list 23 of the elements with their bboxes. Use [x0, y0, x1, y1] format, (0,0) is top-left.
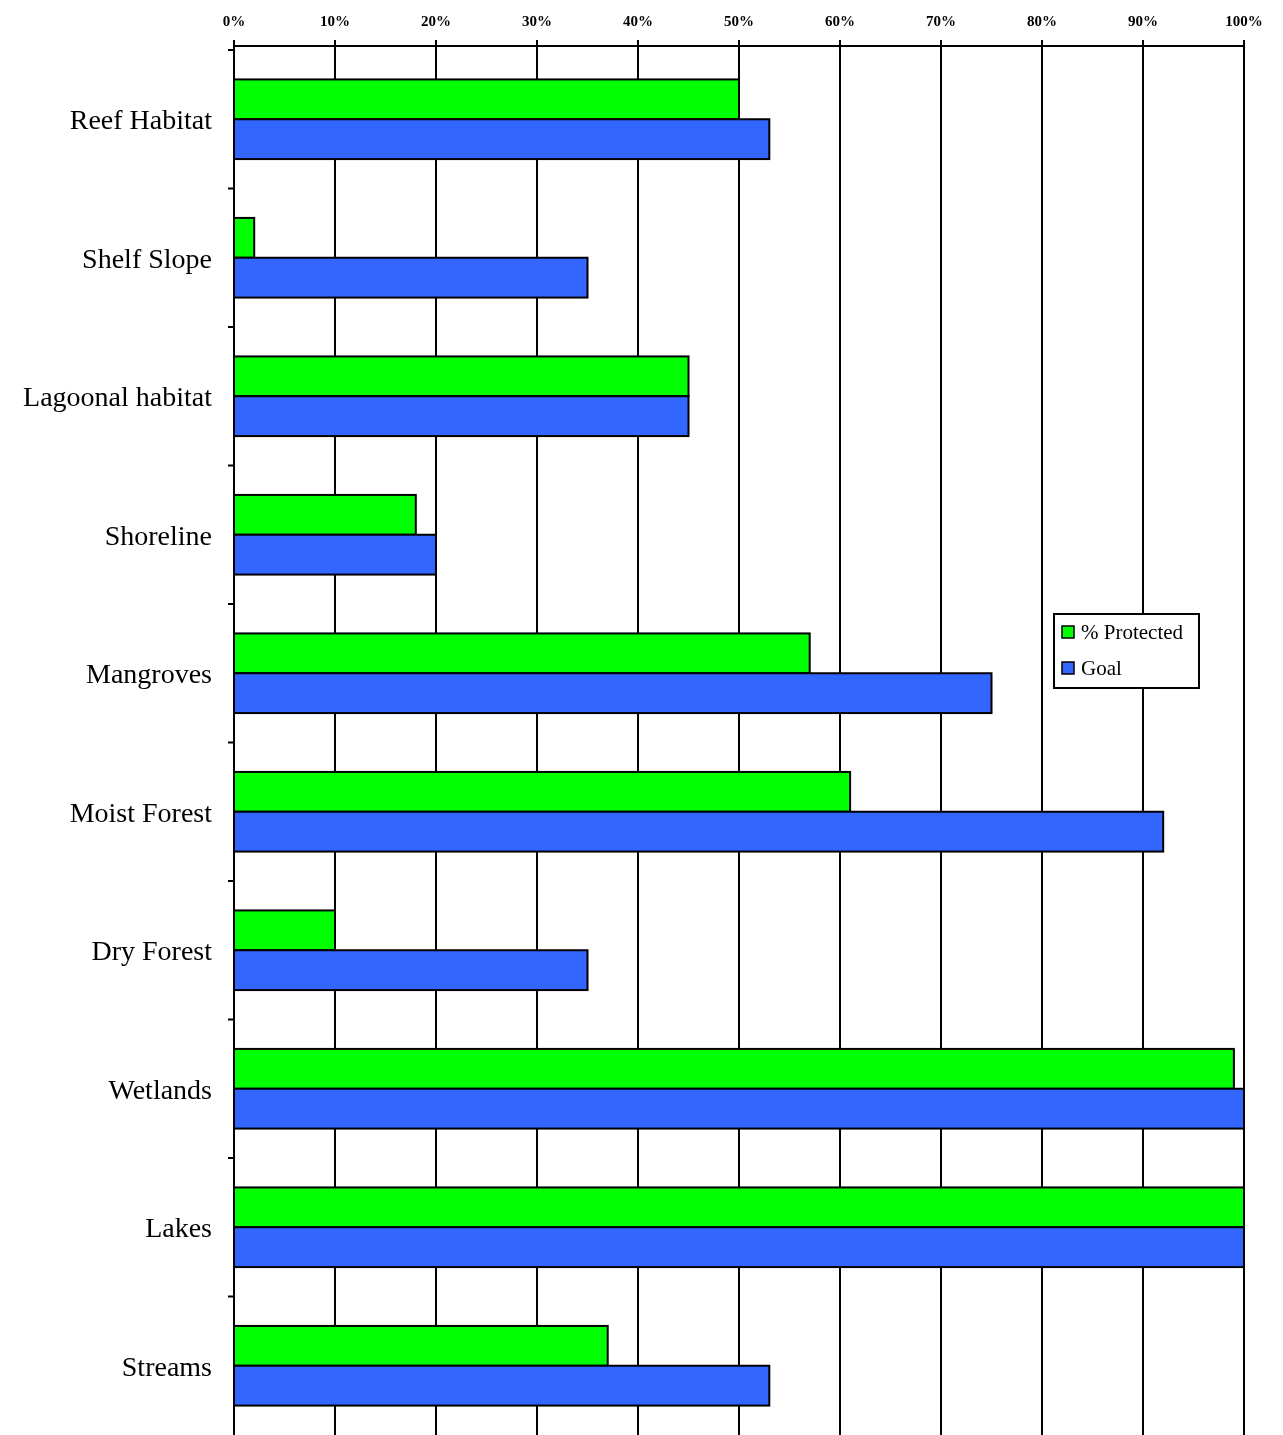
x-tick-label: 30%: [522, 13, 552, 29]
x-tick-label: 100%: [1225, 13, 1263, 29]
y-tick-label: Moist Forest: [69, 796, 213, 828]
y-tick-label: Dry Forest: [91, 935, 213, 967]
y-tick-label: Lagoonal habitat: [23, 381, 213, 413]
x-tick-label: 10%: [320, 13, 350, 29]
y-tick-label: Mangroves: [86, 658, 212, 690]
y-tick-label: Shelf Slope: [82, 242, 212, 274]
x-tick-label: 0%: [222, 13, 246, 29]
x-tick-label: 70%: [926, 13, 956, 29]
legend-label: % Protected: [1081, 620, 1184, 644]
x-tick-label: 80%: [1027, 13, 1057, 29]
y-tick-label: Reef Habitat: [69, 104, 213, 136]
y-tick-label: Wetlands: [108, 1073, 212, 1105]
legend-label: Goal: [1081, 656, 1122, 680]
x-tick-label: 40%: [623, 13, 653, 29]
x-tick-label: 20%: [421, 13, 451, 29]
x-tick-label: 90%: [1128, 13, 1158, 29]
y-tick-label: Lakes: [145, 1212, 212, 1244]
y-tick-label: Shoreline: [104, 519, 212, 551]
x-tick-label: 60%: [825, 13, 855, 29]
x-tick-label: 50%: [724, 13, 754, 29]
y-tick-label: Streams: [121, 1350, 212, 1382]
